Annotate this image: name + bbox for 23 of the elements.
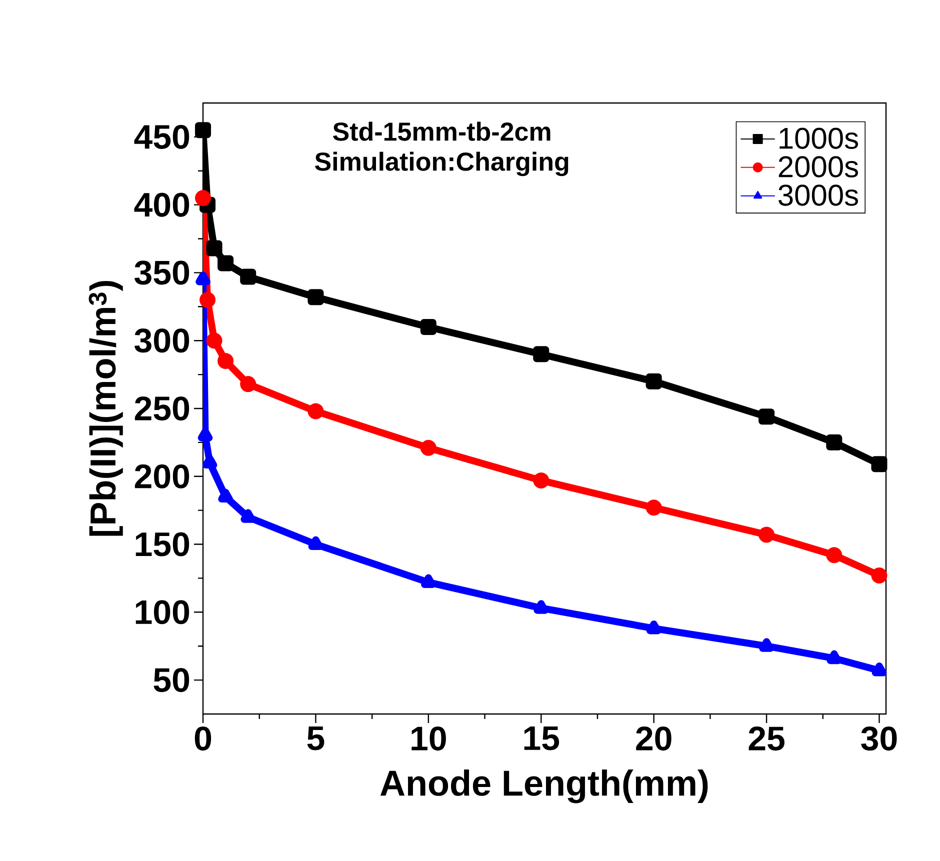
y-tick-label: 450 <box>134 124 190 149</box>
y-axis-title: [Pb(II)](mol/m$^{3}$) <box>88 281 123 536</box>
legend-label: 3000s <box>778 184 858 206</box>
x-tick-label: 20 <box>636 726 672 751</box>
y-tick-label: 300 <box>134 328 190 353</box>
y-tick-label: 400 <box>134 192 190 217</box>
legend-label: 2000s <box>778 156 858 178</box>
x-tick-label: 10 <box>412 726 446 751</box>
y-tick-label: 250 <box>134 396 190 421</box>
legend-label: 1000s <box>780 128 858 149</box>
x-tick-label: 0 <box>194 726 212 751</box>
y-tick-label: 100 <box>136 600 190 624</box>
y-tick-label: 150 <box>136 532 190 556</box>
text: Simulation:Charging <box>314 152 568 176</box>
y-tick-label: 200 <box>134 464 190 488</box>
x-tick-label: 30 <box>861 726 897 751</box>
x-tick-label: 15 <box>524 726 560 750</box>
y-tick-label: 50 <box>154 668 190 692</box>
x-tick-label: 25 <box>748 726 784 751</box>
x-tick-label: 5 <box>307 726 324 750</box>
x-axis-title: Anode Length(mm) <box>380 770 708 804</box>
text: Std-15mm-tb-2cm <box>333 122 550 141</box>
y-tick-label: 350 <box>134 260 190 285</box>
